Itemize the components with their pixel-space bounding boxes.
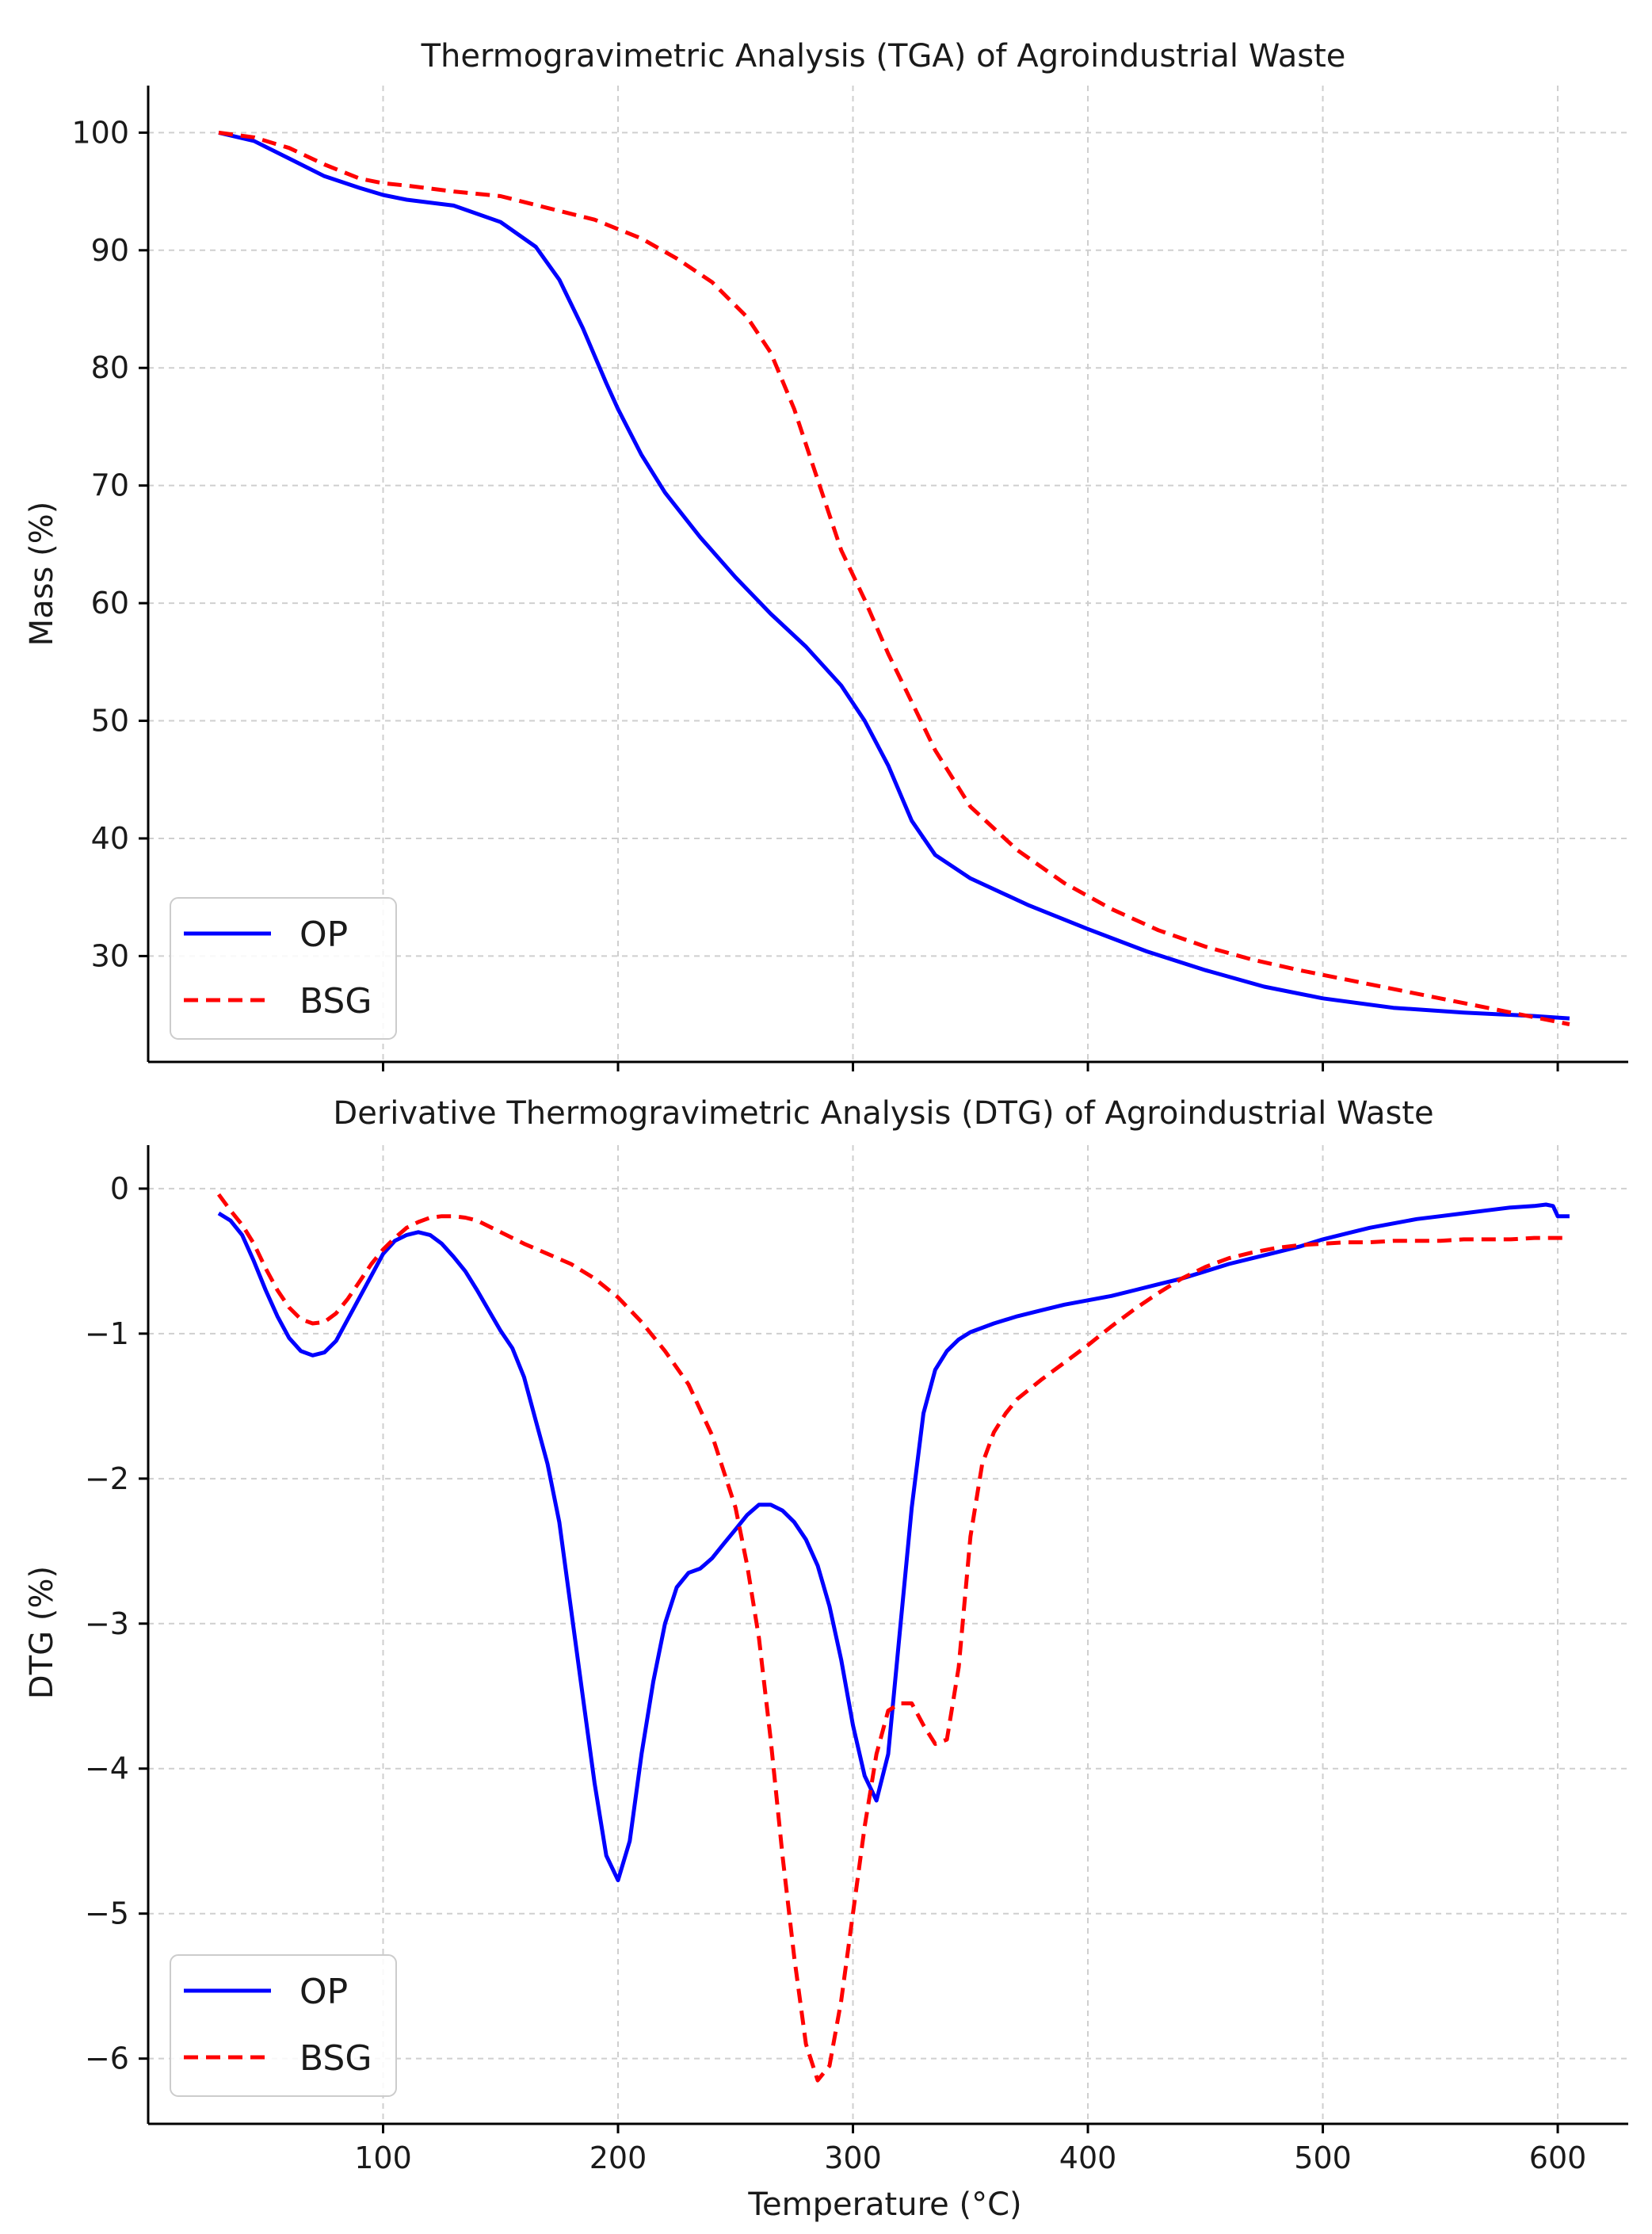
dtg-y-axis-label: DTG (%) bbox=[24, 1566, 60, 1699]
tga-legend-label-op: OP bbox=[299, 915, 348, 955]
dtg-y-tick-label: −6 bbox=[85, 2041, 129, 2076]
tga-y-axis-label: Mass (%) bbox=[24, 502, 60, 647]
dtg-x-tick-label: 200 bbox=[589, 2140, 647, 2175]
dtg-legend: OP BSG bbox=[170, 1954, 397, 2097]
dtg-legend-label-op: OP bbox=[299, 1972, 348, 2012]
dtg-chart-title: Derivative Thermogravimetric Analysis (D… bbox=[333, 1095, 1433, 1132]
dtg-y-tick-label: −4 bbox=[85, 1751, 129, 1786]
tga-y-tick-label: 60 bbox=[91, 586, 129, 621]
tga-y-tick-label: 50 bbox=[91, 704, 129, 739]
dtg-y-tick-label: −3 bbox=[85, 1606, 129, 1641]
tga-panel: Thermogravimetric Analysis (TGA) of Agro… bbox=[24, 38, 1628, 1071]
dtg-legend-label-bsg: BSG bbox=[299, 2038, 372, 2079]
tga-y-tick-label: 100 bbox=[71, 115, 129, 150]
tga-legend-label-bsg: BSG bbox=[299, 981, 372, 1022]
tga-y-tick-label: 90 bbox=[91, 233, 129, 268]
dtg-x-tick-label: 500 bbox=[1294, 2140, 1352, 2175]
dtg-y-ticks: 0 −1 −2 −3 −4 −5 −6 bbox=[85, 1171, 148, 2076]
dtg-x-ticks: 100 200 300 400 500 600 bbox=[354, 2124, 1586, 2175]
tga-chart-title: Thermogravimetric Analysis (TGA) of Agro… bbox=[421, 38, 1346, 74]
dtg-y-tick-label: −2 bbox=[85, 1461, 129, 1496]
dtg-series-op-line bbox=[217, 1202, 1570, 1883]
dtg-series-bsg-line bbox=[216, 1193, 1570, 2083]
dtg-y-tick-label: 0 bbox=[110, 1171, 129, 1206]
dtg-panel: Derivative Thermogravimetric Analysis (D… bbox=[24, 1095, 1628, 2223]
dtg-y-tick-label: −5 bbox=[85, 1896, 129, 1931]
dtg-x-tick-label: 600 bbox=[1529, 2140, 1587, 2175]
tga-y-ticks: 30 40 50 60 70 80 90 100 bbox=[71, 115, 148, 973]
tga-y-tick-label: 40 bbox=[91, 821, 129, 856]
tga-series-bsg-line bbox=[218, 130, 1570, 1026]
tga-y-tick-label: 80 bbox=[91, 350, 129, 385]
tga-series bbox=[218, 130, 1570, 1026]
tga-x-ticks bbox=[382, 1062, 1559, 1071]
tga-legend: OP BSG bbox=[170, 897, 397, 1040]
tga-y-tick-label: 30 bbox=[91, 938, 129, 973]
dtg-x-tick-label: 400 bbox=[1059, 2140, 1117, 2175]
dtg-x-tick-label: 300 bbox=[824, 2140, 882, 2175]
dtg-y-tick-label: −1 bbox=[85, 1316, 129, 1351]
tga-series-op-line bbox=[218, 130, 1570, 1021]
tga-y-tick-label: 70 bbox=[91, 468, 129, 503]
dtg-series bbox=[216, 1193, 1570, 2083]
dtg-x-tick-label: 100 bbox=[354, 2140, 412, 2175]
dtg-x-axis-label: Temperature (°C) bbox=[747, 2186, 1021, 2223]
